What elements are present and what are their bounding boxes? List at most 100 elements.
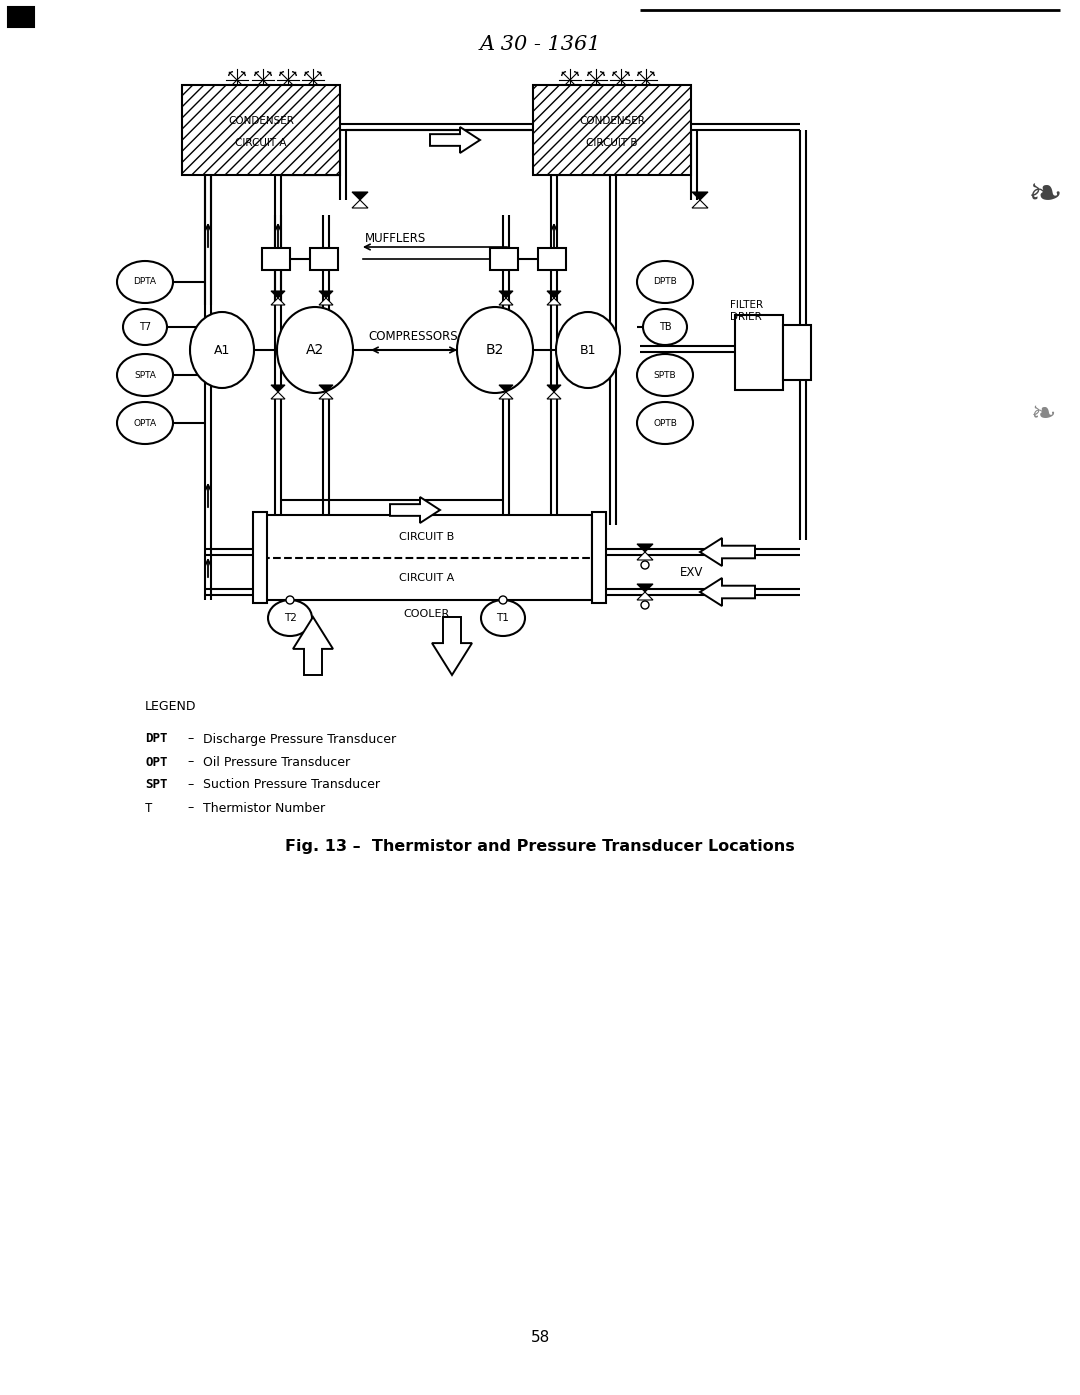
Polygon shape (692, 199, 708, 208)
Circle shape (642, 561, 649, 569)
Bar (783, 325, 811, 379)
Text: OPTA: OPTA (134, 418, 157, 427)
Ellipse shape (276, 307, 353, 393)
Text: OPTB: OPTB (653, 418, 677, 427)
Polygon shape (499, 292, 513, 299)
Polygon shape (546, 385, 561, 392)
Text: –: – (187, 756, 193, 769)
Polygon shape (499, 385, 513, 392)
Text: –: – (187, 778, 193, 791)
Text: A 30 - 1361: A 30 - 1361 (480, 35, 600, 54)
Polygon shape (499, 392, 513, 399)
Text: –: – (187, 802, 193, 815)
Polygon shape (546, 299, 561, 306)
Text: CIRCUIT A: CIRCUIT A (400, 573, 455, 583)
Text: OPT: OPT (145, 756, 167, 769)
Polygon shape (432, 617, 472, 675)
Circle shape (642, 601, 649, 610)
Ellipse shape (637, 354, 693, 396)
Text: Fig. 13 –  Thermistor and Pressure Transducer Locations: Fig. 13 – Thermistor and Pressure Transd… (285, 840, 795, 855)
Ellipse shape (637, 261, 693, 303)
Bar (262, 515, 592, 600)
Ellipse shape (637, 402, 693, 444)
Bar (735, 315, 783, 391)
Ellipse shape (457, 307, 534, 393)
Text: SPTA: SPTA (134, 371, 156, 379)
Polygon shape (293, 617, 333, 675)
Text: B2: B2 (486, 343, 504, 357)
Polygon shape (319, 299, 333, 306)
Text: ❧: ❧ (1027, 174, 1063, 216)
Text: SPT: SPT (145, 778, 167, 791)
Ellipse shape (117, 402, 173, 444)
Text: Suction Pressure Transducer: Suction Pressure Transducer (203, 778, 380, 791)
Text: DPT: DPT (145, 732, 167, 745)
Text: T1: T1 (497, 612, 510, 624)
Polygon shape (319, 392, 333, 399)
Text: Thermistor Number: Thermistor Number (203, 802, 325, 815)
Ellipse shape (556, 312, 620, 388)
Polygon shape (637, 544, 653, 552)
Ellipse shape (117, 261, 173, 303)
Polygon shape (700, 538, 755, 566)
Text: CONDENSER: CONDENSER (228, 116, 294, 126)
Bar (253, 512, 267, 603)
Polygon shape (271, 299, 285, 306)
Circle shape (286, 596, 294, 604)
Bar (538, 248, 566, 271)
Polygon shape (546, 392, 561, 399)
Text: DPTA: DPTA (134, 278, 157, 286)
Polygon shape (271, 292, 285, 299)
Ellipse shape (481, 600, 525, 636)
Polygon shape (271, 392, 285, 399)
Text: COMPRESSORS: COMPRESSORS (368, 331, 458, 343)
Text: CIRCUIT B: CIRCUIT B (400, 531, 455, 543)
Text: MUFFLERS: MUFFLERS (365, 233, 427, 246)
Text: FILTER: FILTER (730, 300, 764, 310)
Bar (490, 248, 518, 271)
Text: A2: A2 (306, 343, 324, 357)
Text: DRIER: DRIER (730, 312, 761, 322)
Ellipse shape (268, 600, 312, 636)
Polygon shape (692, 193, 708, 199)
Text: LEGEND: LEGEND (145, 700, 197, 713)
Text: B1: B1 (580, 343, 596, 357)
Text: CIRCUIT B: CIRCUIT B (586, 138, 638, 148)
Bar (592, 512, 606, 603)
Text: –: – (187, 732, 193, 745)
Polygon shape (271, 385, 285, 392)
Polygon shape (546, 292, 561, 299)
Ellipse shape (190, 312, 254, 388)
Text: ❧: ❧ (1030, 400, 1056, 430)
Text: DPTB: DPTB (653, 278, 677, 286)
Bar (262, 248, 291, 271)
Text: COOLER: COOLER (404, 610, 450, 619)
Bar (8, 7, 33, 27)
Text: EXV: EXV (680, 566, 703, 579)
Text: CIRCUIT A: CIRCUIT A (235, 138, 287, 148)
Ellipse shape (643, 310, 687, 345)
Ellipse shape (123, 310, 167, 345)
Polygon shape (700, 578, 755, 605)
Polygon shape (352, 193, 368, 199)
Polygon shape (637, 591, 653, 600)
Text: CONDENSER: CONDENSER (579, 116, 645, 126)
Text: SPTB: SPTB (653, 371, 676, 379)
Circle shape (499, 596, 507, 604)
Text: TB: TB (659, 322, 672, 332)
Text: T2: T2 (284, 612, 296, 624)
Polygon shape (430, 127, 480, 153)
Polygon shape (390, 497, 440, 523)
Ellipse shape (117, 354, 173, 396)
Bar (310, 248, 338, 271)
Text: Discharge Pressure Transducer: Discharge Pressure Transducer (203, 732, 396, 745)
Text: A1: A1 (214, 343, 230, 357)
Polygon shape (637, 552, 653, 559)
Polygon shape (319, 385, 333, 392)
Polygon shape (637, 585, 653, 591)
Bar (534, 85, 691, 174)
Text: T: T (145, 802, 152, 815)
Polygon shape (352, 199, 368, 208)
Text: 58: 58 (530, 1329, 550, 1345)
Text: T7: T7 (139, 322, 151, 332)
